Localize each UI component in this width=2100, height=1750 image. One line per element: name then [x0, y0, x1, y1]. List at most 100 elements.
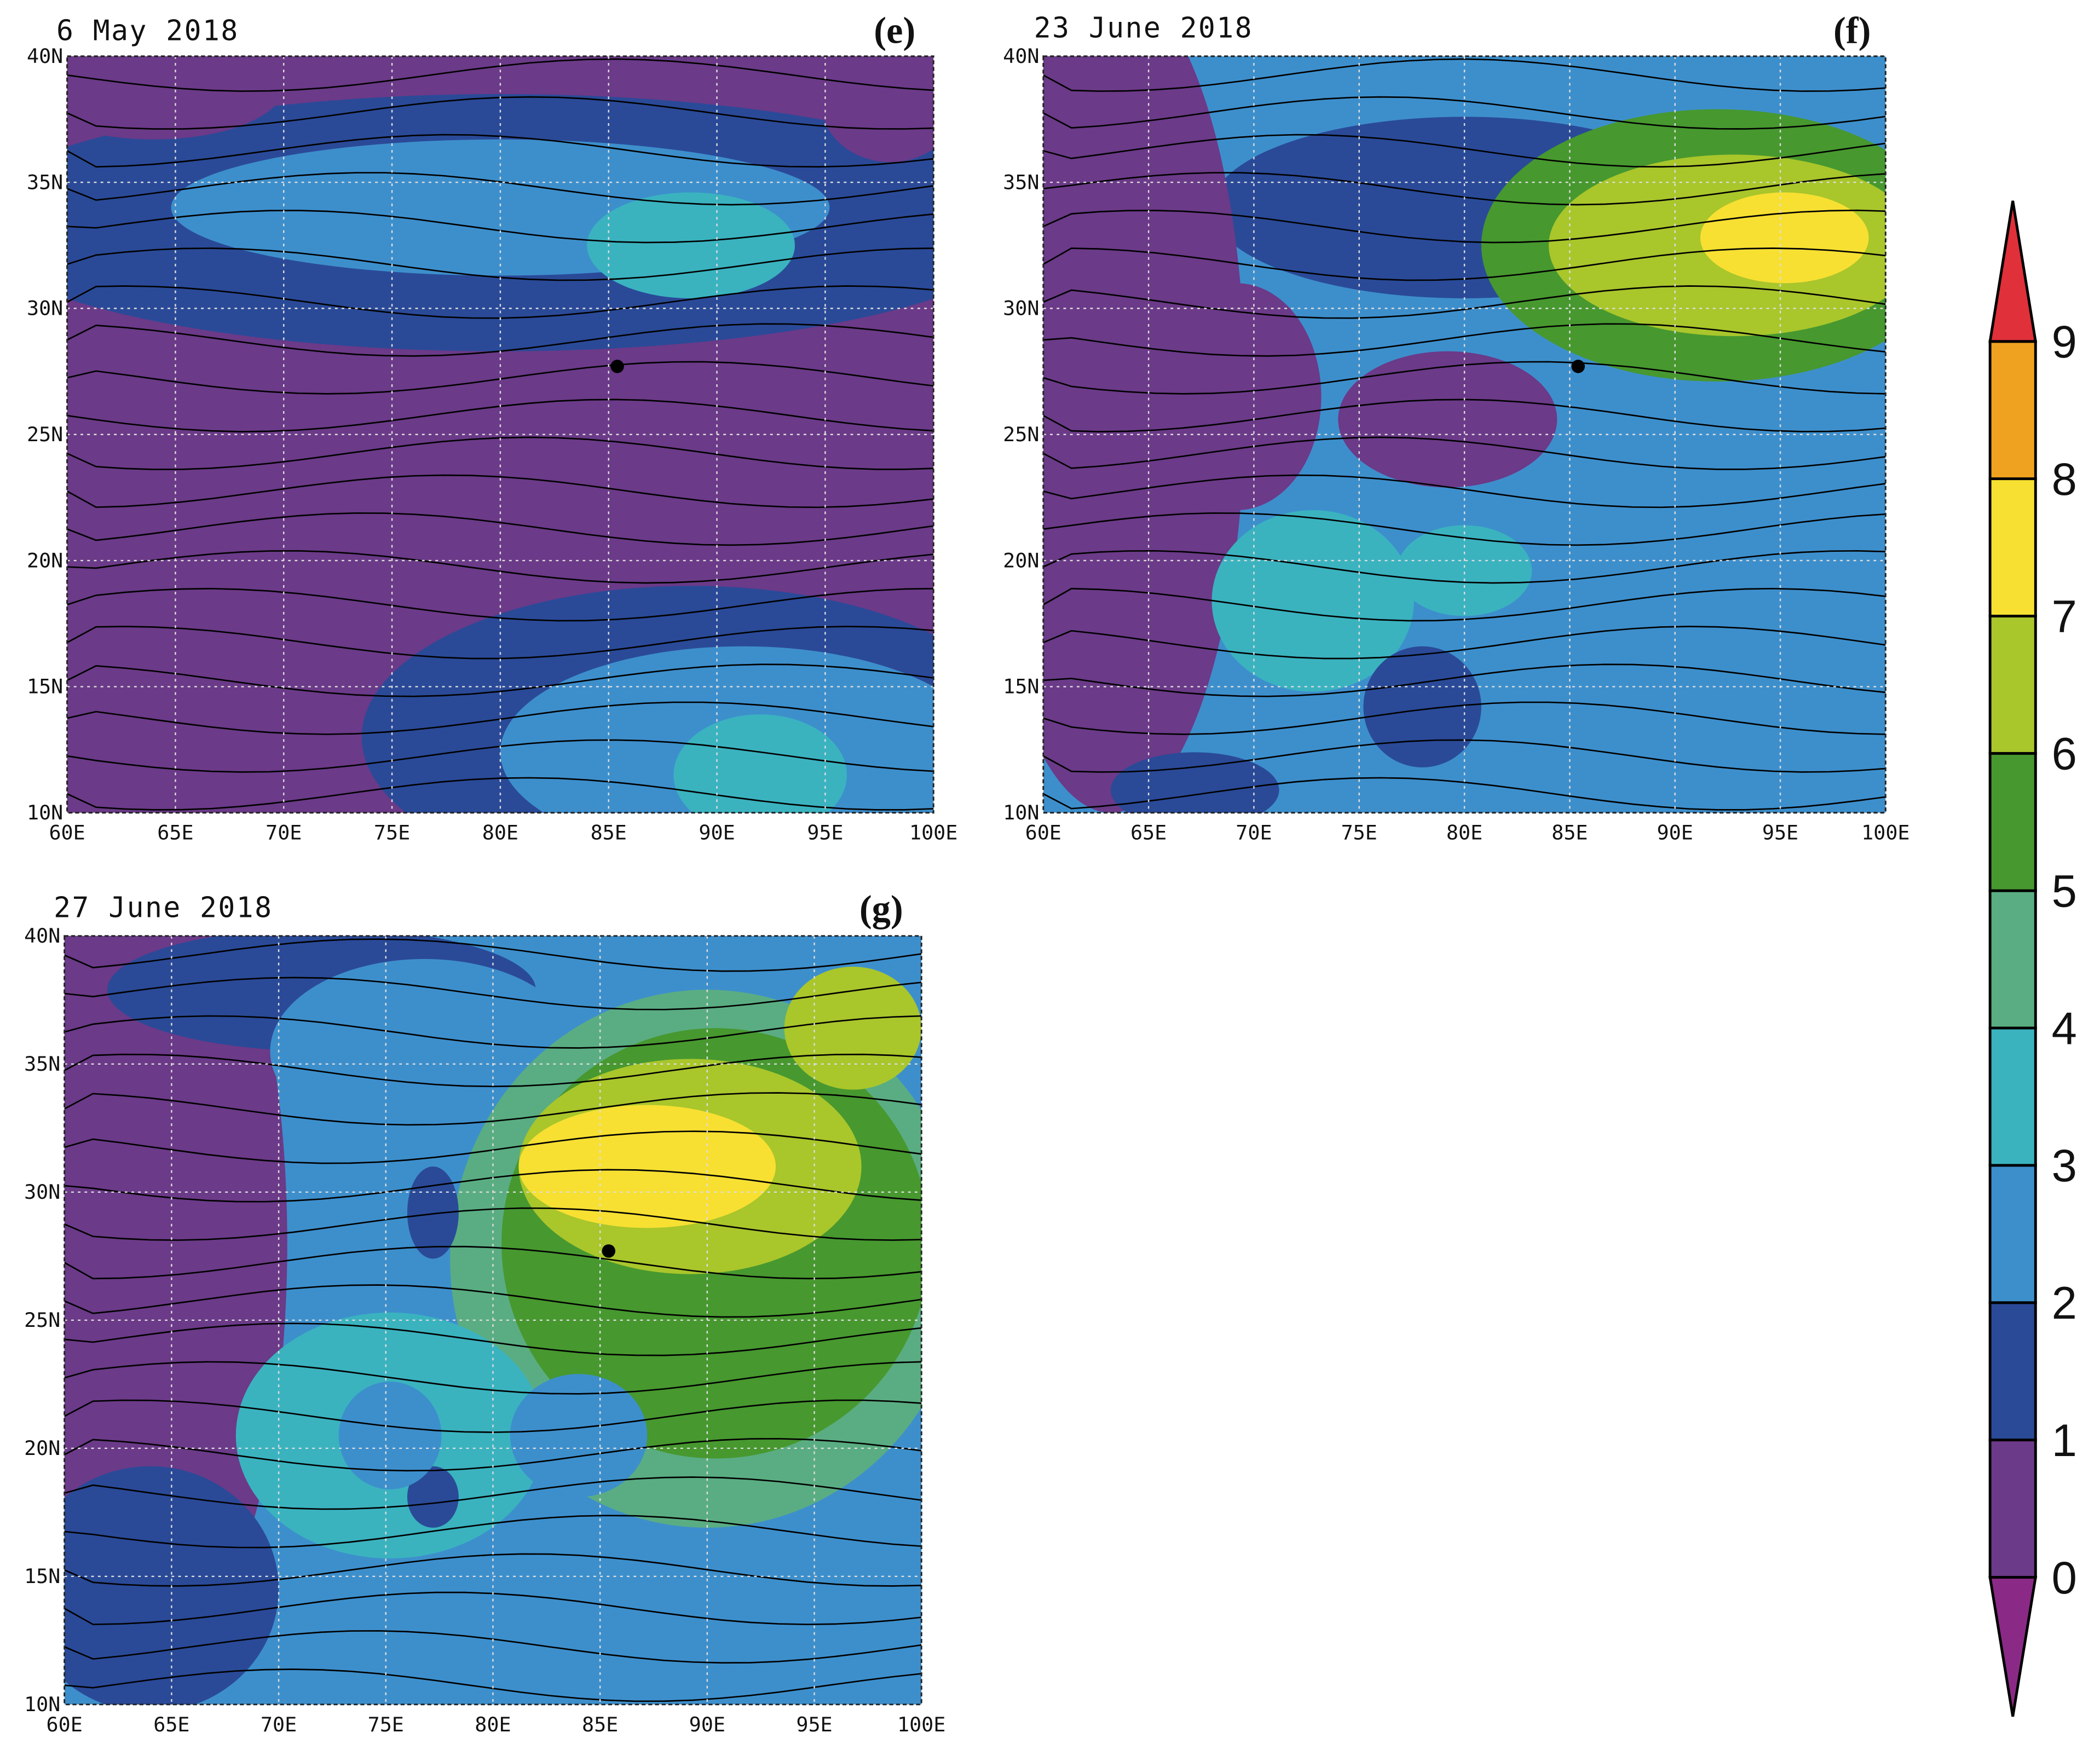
colorbar-label: 1: [2052, 1415, 2077, 1466]
y-tick-label: 15N: [27, 675, 63, 698]
streamline: [67, 58, 934, 92]
y-tick-label: 30N: [27, 297, 63, 320]
streamline: [1043, 512, 1886, 546]
x-tick-label: 75E: [1341, 821, 1377, 845]
panel-title: 6 May 2018: [56, 14, 239, 47]
y-tick-label: 15N: [1003, 675, 1039, 698]
field-blob: [510, 1374, 648, 1497]
x-tick-label: 80E: [475, 1713, 511, 1736]
y-tick-label: 25N: [1003, 423, 1039, 446]
map-field: [67, 56, 934, 813]
streamline: [1043, 436, 1886, 470]
streamline: [67, 172, 934, 206]
streamline: [67, 777, 934, 811]
colorbar-label: 2: [2052, 1278, 2077, 1329]
streamline: [1043, 663, 1886, 697]
station-marker: [1571, 360, 1585, 373]
map-frame: [66, 55, 934, 814]
field-blob: [64, 1466, 279, 1705]
field-blob: [1110, 752, 1279, 813]
colorbar-label: 6: [2052, 729, 2077, 779]
colorbar-label: 9: [2052, 316, 2077, 367]
map-frame: [1042, 55, 1886, 814]
y-tick-label: 25N: [24, 1308, 60, 1332]
x-tick-label: 95E: [1762, 821, 1798, 845]
field-blob: [784, 966, 922, 1090]
streamline: [1043, 474, 1886, 509]
x-tick-label: 80E: [482, 821, 518, 845]
colorbar-segment: [1988, 477, 2037, 617]
y-tick-label: 30N: [24, 1180, 60, 1204]
colorbar-segment: [1988, 615, 2037, 755]
x-tick-label: 95E: [807, 821, 843, 845]
streamline: [64, 1553, 922, 1587]
streamline: [67, 512, 934, 546]
x-tick-label: 85E: [591, 821, 627, 845]
colorbar-high: [1988, 200, 2038, 343]
streamline: [67, 663, 934, 697]
streamline: [64, 1092, 922, 1126]
station-marker: [602, 1244, 616, 1258]
streamline: [1043, 626, 1886, 660]
x-tick-label: 95E: [796, 1713, 832, 1736]
x-tick-label: 60E: [49, 821, 85, 845]
colorbar-segment: [1988, 1164, 2037, 1304]
y-tick-label: 40N: [24, 924, 60, 948]
x-tick-label: 100E: [909, 821, 957, 845]
field-blob: [338, 1382, 442, 1489]
field-blob: [407, 1466, 459, 1528]
streamline: [64, 938, 922, 972]
streamline: [1043, 209, 1886, 244]
x-tick-label: 90E: [699, 821, 735, 845]
x-tick-label: 65E: [153, 1713, 189, 1736]
y-tick-label: 40N: [27, 44, 63, 68]
field-blob: [1152, 283, 1322, 510]
map-frame: [64, 935, 922, 1706]
y-tick-label: 20N: [1003, 548, 1039, 572]
x-tick-label: 80E: [1446, 821, 1482, 845]
x-tick-label: 85E: [1551, 821, 1588, 845]
streamline: [1043, 323, 1886, 357]
streamline: [1043, 134, 1886, 168]
panel-label: (g): [859, 888, 903, 929]
colorbar-label: 8: [2052, 454, 2077, 505]
field-blob: [821, 56, 934, 163]
streamline: [67, 626, 934, 660]
field-blob: [407, 1166, 459, 1259]
streamline: [64, 1130, 922, 1164]
field-blob: [673, 714, 847, 813]
colorbar-segment: [1988, 1301, 2037, 1442]
field-blob: [1338, 351, 1557, 488]
streamline: [1043, 701, 1886, 735]
streamline: [64, 1476, 922, 1510]
y-tick-label: 10N: [27, 801, 63, 824]
y-tick-label: 20N: [24, 1436, 60, 1460]
field-blob: [587, 192, 795, 298]
colorbar-label: 5: [2052, 866, 2077, 917]
streamline: [67, 474, 934, 509]
streamline: [64, 1361, 922, 1395]
colorbar-segment: [1988, 889, 2037, 1030]
streamline: [1043, 285, 1886, 319]
panel-title: 23 June 2018: [1034, 11, 1253, 44]
colorbar-label: 3: [2052, 1140, 2077, 1191]
y-tick-label: 35N: [24, 1052, 60, 1076]
panel-label: (f): [1833, 9, 1871, 51]
panel-title: 27 June 2018: [54, 892, 273, 925]
x-tick-label: 85E: [582, 1713, 618, 1736]
y-tick-label: 25N: [27, 423, 63, 446]
streamline: [64, 1053, 922, 1088]
x-tick-label: 65E: [1130, 821, 1167, 845]
field-blob: [1700, 192, 1869, 284]
x-tick-label: 70E: [261, 1713, 297, 1736]
map-field: [64, 935, 922, 1705]
colorbar-segment: [1988, 340, 2037, 481]
streamline: [1043, 550, 1886, 584]
colorbar-label: 0: [2052, 1552, 2077, 1603]
y-tick-label: 40N: [1003, 44, 1039, 68]
panel-label: (e): [874, 9, 915, 51]
map-field: [1043, 56, 1886, 813]
field-blob: [518, 1105, 776, 1228]
streamline: [1043, 777, 1886, 811]
